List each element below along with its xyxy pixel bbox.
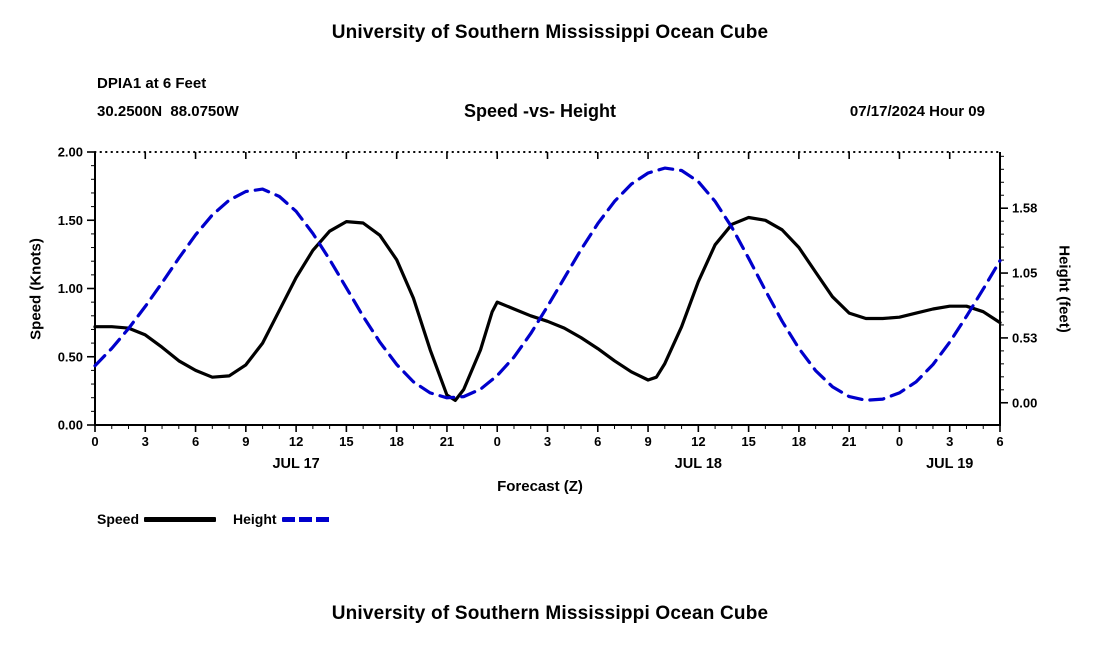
x-tick-label: 9	[242, 434, 249, 449]
station-label: DPIA1 at 6 Feet	[97, 75, 207, 92]
x-tick-label: 15	[741, 434, 755, 449]
y-right-tick-label: 1.58	[1012, 201, 1037, 216]
legend: Speed Height	[97, 511, 332, 527]
x-tick-label: 3	[544, 434, 551, 449]
x-axis-label: Forecast (Z)	[497, 478, 583, 495]
x-tick-label: 0	[896, 434, 903, 449]
legend-height-label: Height	[233, 511, 277, 527]
y-right-tick-label: 1.05	[1012, 266, 1037, 281]
x-day-label: JUL 17	[272, 456, 319, 472]
y-right-tick-label: 0.53	[1012, 330, 1037, 345]
legend-speed-line-swatch	[144, 516, 217, 522]
y-axis-label-left: Speed (Knots)	[27, 238, 45, 340]
x-tick-label: 21	[842, 434, 856, 449]
x-tick-label: 6	[594, 434, 601, 449]
y-axis-label-right: Height (feet)	[1055, 245, 1073, 333]
x-tick-label: 12	[691, 434, 705, 449]
x-tick-label: 18	[389, 434, 403, 449]
x-day-label: JUL 18	[675, 456, 722, 472]
page-title-bottom: University of Southern Mississippi Ocean…	[331, 603, 769, 624]
speed-line	[93, 215, 1002, 402]
x-tick-label: 6	[996, 434, 1003, 449]
x-tick-label: 3	[946, 434, 953, 449]
x-tick-label: 0	[91, 434, 98, 449]
x-tick-label: 21	[440, 434, 454, 449]
x-day-label: JUL 19	[926, 456, 973, 472]
x-tick-label: 0	[494, 434, 501, 449]
page-title-top: University of Southern Mississippi Ocean…	[331, 22, 769, 43]
y-left-tick-label: 0.50	[58, 349, 83, 364]
x-tick-label: 12	[289, 434, 303, 449]
x-tick-label: 9	[644, 434, 651, 449]
x-tick-label: 6	[192, 434, 199, 449]
x-tick-label: 15	[339, 434, 353, 449]
y-left-tick-label: 0.00	[58, 418, 83, 433]
y-right-tick-label: 0.00	[1012, 395, 1037, 410]
x-tick-label: 3	[142, 434, 149, 449]
chart-title: Speed -vs- Height	[463, 101, 617, 121]
height-line	[93, 166, 1002, 402]
y-left-tick-label: 1.00	[58, 281, 83, 296]
timestamp-label: 07/17/2024 Hour 09	[849, 103, 985, 120]
y-left-tick-label: 1.50	[58, 213, 83, 228]
legend-speed-label: Speed	[97, 511, 140, 527]
coordinates-label: 30.2500N 88.0750W	[97, 103, 239, 120]
legend-height-line-swatch	[281, 516, 332, 522]
x-tick-label: 18	[792, 434, 806, 449]
y-left-tick-label: 2.00	[58, 145, 83, 160]
